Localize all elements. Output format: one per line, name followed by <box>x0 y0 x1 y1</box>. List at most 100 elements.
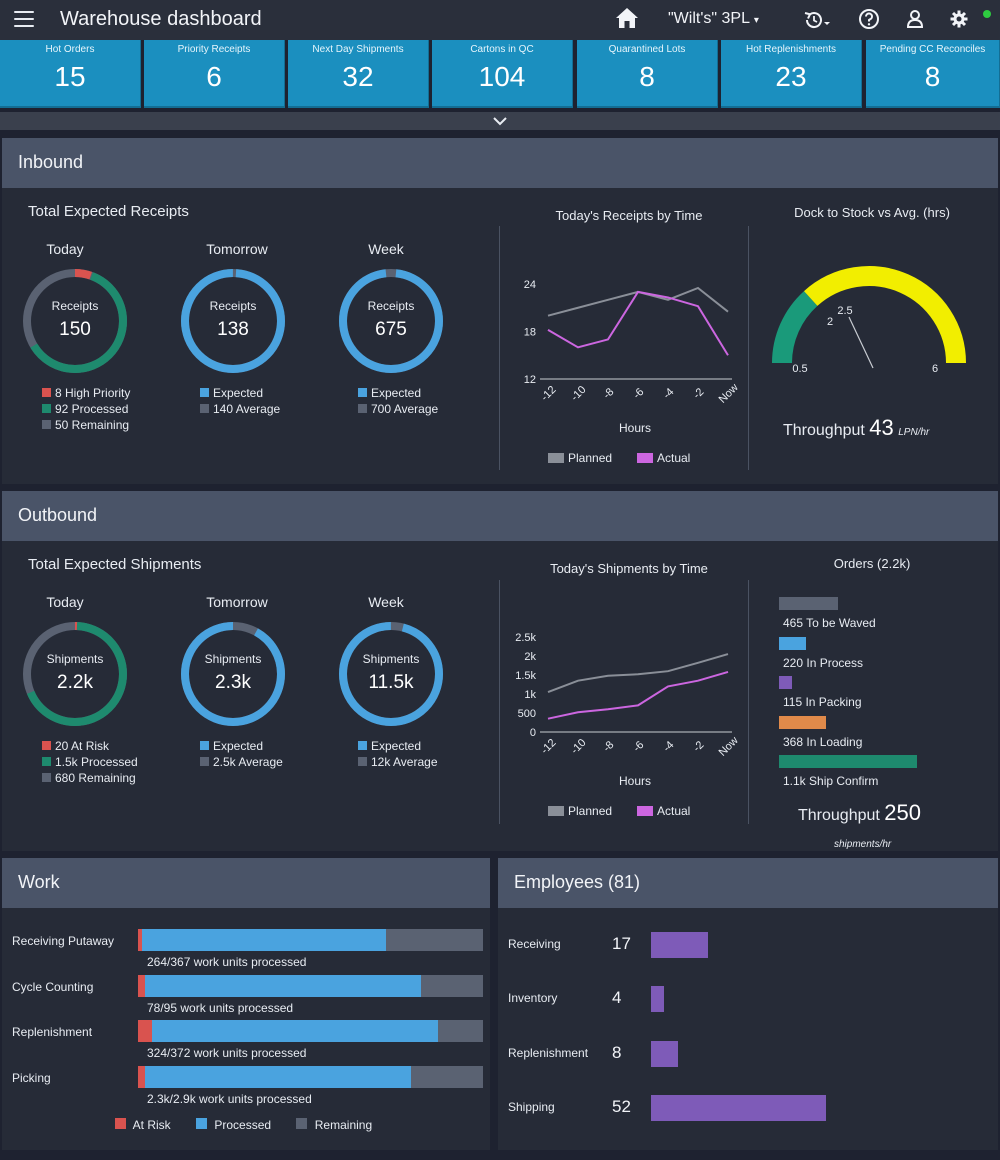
y-tick-label: 2k <box>524 651 536 663</box>
receipts-today-donut[interactable]: Receipts 150 <box>20 266 130 376</box>
gauge-avg-label: 2.5 <box>837 305 852 317</box>
donut-ring <box>23 269 127 373</box>
order-bar[interactable] <box>779 755 917 768</box>
x-tick-label: Now <box>717 735 741 759</box>
x-tick-label: -2 <box>691 386 706 401</box>
throughput-label: Throughput <box>798 807 880 824</box>
kpi-hot-orders[interactable]: Hot Orders 15 <box>0 40 141 108</box>
legend-item: Processed <box>214 1118 272 1132</box>
y-tick-label: 12 <box>524 374 536 386</box>
legend-item: Expected <box>371 386 422 400</box>
shipments-line-chart: 0 500 1k 1.5k 2k 2.5k -12 -10 -8 -6 -4 -2 Now Hours Pl… <box>515 632 741 818</box>
work-progress-bar[interactable] <box>138 1065 483 1088</box>
kpi-label: Hot Orders <box>45 44 95 55</box>
green-swatch <box>42 757 51 766</box>
legend-item: Expected <box>213 386 264 400</box>
work-progress-bar[interactable] <box>138 1020 483 1042</box>
kpi-quarantined-lots[interactable]: Quarantined Lots 8 <box>577 40 718 108</box>
work-caption: 78/95 work units processed <box>147 1000 294 1015</box>
kpi-label: Next Day Shipments <box>312 44 404 55</box>
legend-label: Actual <box>657 804 690 818</box>
work-progress-bar[interactable] <box>138 974 483 997</box>
history-icon[interactable] <box>803 10 831 30</box>
x-tick-label: -10 <box>569 384 589 404</box>
x-tick-label: -4 <box>661 739 676 754</box>
shipments-week-label: Week <box>368 594 404 610</box>
planned-legend-swatch <box>548 453 564 463</box>
shipments-chart-title: Today's Shipments by Time <box>550 561 708 576</box>
blue-swatch <box>358 741 367 750</box>
menu-icon[interactable] <box>14 11 34 27</box>
shipments-tomorrow-label: Tomorrow <box>206 594 268 610</box>
red-swatch <box>115 1118 126 1129</box>
legend-item: 140 Average <box>213 402 281 416</box>
throughput-unit: shipments/hr <box>834 839 892 850</box>
receipts-today-legend: 8 High Priority 92 Processed 50 Remainin… <box>42 386 130 434</box>
legend-item: Remaining <box>314 1118 373 1132</box>
legend-item: Expected <box>213 739 264 753</box>
at-risk-segment <box>138 974 145 997</box>
shipments-tomorrow-donut[interactable]: Shipments 2.3k <box>178 619 288 729</box>
employees-title: Employees (81) <box>514 872 641 892</box>
order-bar[interactable] <box>779 676 792 689</box>
legend-item: 680 Remaining <box>55 771 136 785</box>
actual-series-line <box>547 290 729 356</box>
shipments-today-legend: 20 At Risk 1.5k Processed 680 Remaining <box>42 739 138 787</box>
dock-to-stock-title: Dock to Stock vs Avg. (hrs) <box>794 205 950 220</box>
kpi-pending-cc-reconciles[interactable]: Pending CC Reconciles 8 <box>866 40 1000 108</box>
donut-value: 2.2k <box>57 672 93 693</box>
donut-value: 11.5k <box>368 672 414 693</box>
legend-item: 2.5k Average <box>213 755 283 769</box>
tenant-selector[interactable]: "Wilt's" 3PL ▾ <box>668 10 759 28</box>
employee-count: 4 <box>612 988 622 1008</box>
grey-swatch <box>200 404 209 413</box>
order-bar[interactable] <box>779 636 806 650</box>
kpi-hot-replenishments[interactable]: Hot Replenishments 23 <box>721 40 862 108</box>
home-icon[interactable] <box>615 7 639 29</box>
employee-bar[interactable] <box>651 1040 678 1067</box>
work-panel: Work <box>2 858 490 1150</box>
throughput-value: 250 <box>884 800 922 825</box>
outbound-title: Outbound <box>18 505 98 525</box>
shipments-today-donut[interactable]: Shipments 2.2k <box>20 619 130 729</box>
employee-bar[interactable] <box>651 986 664 1013</box>
order-bar[interactable] <box>779 597 838 610</box>
x-tick-label: -12 <box>539 384 559 404</box>
receipts-tomorrow-donut[interactable]: Receipts 138 <box>178 266 288 376</box>
help-icon[interactable] <box>858 8 880 30</box>
legend-label: Planned <box>568 451 612 465</box>
y-tick-label: 2.5k <box>515 632 536 644</box>
kpi-cartons-in-qc[interactable]: Cartons in QC 104 <box>432 40 573 108</box>
order-bar[interactable] <box>779 715 826 729</box>
legend-item: 20 At Risk <box>55 739 110 753</box>
employee-bar[interactable] <box>651 1094 826 1121</box>
gear-icon[interactable] <box>949 9 969 29</box>
kpi-label: Pending CC Reconciles <box>879 44 986 55</box>
legend-item: 700 Average <box>371 402 439 416</box>
legend-label: Planned <box>568 804 612 818</box>
receipts-week-donut[interactable]: Receipts 675 <box>336 266 446 376</box>
work-legend: At Risk Processed Remaining <box>115 1118 372 1132</box>
kpi-expand-toggle[interactable] <box>0 112 1000 130</box>
kpi-next-day-shipments[interactable]: Next Day Shipments 32 <box>288 40 429 108</box>
employee-group-label: Replenishment <box>508 1045 589 1060</box>
kpi-priority-receipts[interactable]: Priority Receipts 6 <box>144 40 285 108</box>
at-risk-segment <box>138 1065 145 1088</box>
shipments-week-donut[interactable]: Shipments 11.5k <box>336 619 446 729</box>
work-row-label: Cycle Counting <box>12 979 94 994</box>
work-row-label: Picking <box>12 1070 51 1085</box>
y-tick-label: 500 <box>518 708 536 720</box>
x-tick-label: -10 <box>569 737 589 757</box>
user-icon[interactable] <box>906 9 924 29</box>
kpi-value: 15 <box>54 61 86 92</box>
divider <box>499 580 500 824</box>
order-label: 368 In Loading <box>783 734 863 749</box>
chevron-down-icon <box>493 117 507 126</box>
employee-bar[interactable] <box>651 932 708 958</box>
outbound-panel: Outbound <box>2 491 998 851</box>
red-swatch <box>42 741 51 750</box>
shipments-week-legend: Expected 12k Average <box>358 739 438 771</box>
work-progress-bar[interactable] <box>138 929 483 951</box>
divider <box>748 226 749 470</box>
x-tick-label: -8 <box>601 739 616 754</box>
